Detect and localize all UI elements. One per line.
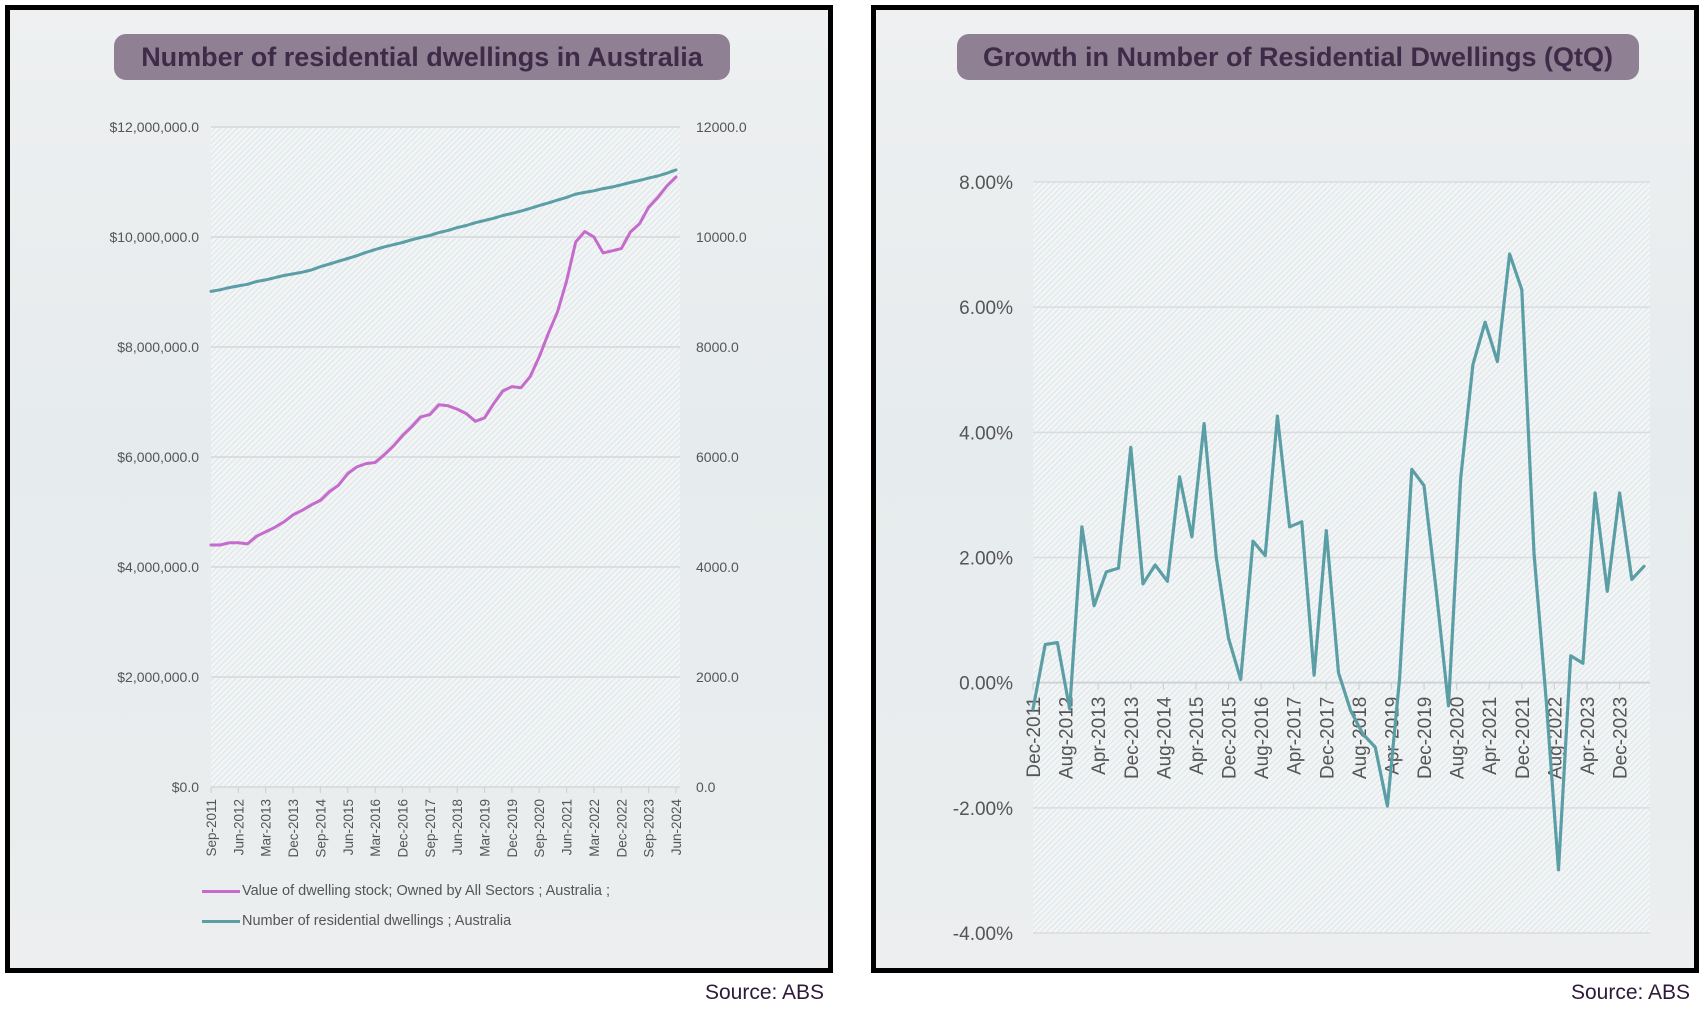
y-right-tick-label: 10000.0 xyxy=(696,229,747,245)
x-tick-label: Aug-2012 xyxy=(1057,697,1078,779)
y-left-tick-label: $6,000,000.0 xyxy=(117,449,199,465)
right-chart-panel: Growth in Number of Residential Dwelling… xyxy=(871,5,1699,973)
x-tick-label: Jun-2015 xyxy=(341,799,356,855)
y-left-tick-label: $4,000,000.0 xyxy=(117,559,199,575)
growth-series-line xyxy=(1031,252,1646,872)
x-tick-label: Mar-2016 xyxy=(368,799,383,857)
count-series-line xyxy=(209,168,678,293)
x-tick-label: Jun-2024 xyxy=(669,799,684,856)
legend-swatch-count xyxy=(202,919,240,923)
x-tick-label: Apr-2021 xyxy=(1480,697,1501,775)
y-tick-label: -2.00% xyxy=(953,799,1013,820)
left-chart-svg: $0.0 0.0 $2,000,000.0 2000.0 $4,000,000.0 400… xyxy=(109,119,747,858)
left-source-label: Source: ABS xyxy=(705,981,825,1004)
x-tick-label: Aug-2016 xyxy=(1252,697,1273,779)
value-series-line xyxy=(209,175,678,547)
x-tick-label: Sep-2020 xyxy=(532,799,547,858)
x-tick-label: Sep-2014 xyxy=(313,799,328,858)
y-right-tick-label: 0.0 xyxy=(696,779,716,795)
y-tick-label: 8.00% xyxy=(959,173,1013,194)
y-left-tick-label: $0.0 xyxy=(172,779,199,795)
x-tick-label: Dec-2015 xyxy=(1220,697,1241,779)
x-tick-label: Aug-2014 xyxy=(1154,696,1175,779)
left-chart-panel: Number of residential dwellings in Austr… xyxy=(5,5,833,973)
x-tick-label: Dec-2019 xyxy=(505,799,520,858)
x-tick-label: Jun-2012 xyxy=(231,799,246,855)
x-tick-label: Jun-2021 xyxy=(560,799,575,855)
x-tick-label: Dec-2019 xyxy=(1415,697,1436,779)
y-left-tick-label: $10,000,000.0 xyxy=(109,229,199,245)
x-tick-label: Jun-2018 xyxy=(450,799,465,855)
x-tick-label: Dec-2023 xyxy=(1611,697,1632,779)
y-right-tick-label: 8000.0 xyxy=(696,339,739,355)
y-tick-label: 2.00% xyxy=(959,549,1013,570)
left-chart-title: Number of residential dwellings in Austr… xyxy=(114,34,730,80)
x-tick-label: Mar-2019 xyxy=(478,799,493,857)
legend-label-count: Number of residential dwellings ; Austra… xyxy=(242,913,512,929)
y-left-tick-label: $2,000,000.0 xyxy=(117,669,199,685)
x-tick-label: Dec-2022 xyxy=(614,799,629,858)
x-tick-label: Mar-2013 xyxy=(259,799,274,857)
x-tick-label: Sep-2011 xyxy=(204,799,219,857)
y-tick-label: 4.00% xyxy=(959,423,1013,444)
x-tick-label: Sep-2017 xyxy=(423,799,438,858)
legend-label-value: Value of dwelling stock; Owned by All Se… xyxy=(242,883,611,899)
x-tick-label: Dec-2021 xyxy=(1513,697,1534,779)
y-right-tick-label: 4000.0 xyxy=(696,559,739,575)
x-tick-label: Aug-2020 xyxy=(1448,697,1469,779)
y-right-tick-label: 6000.0 xyxy=(696,449,739,465)
y-right-tick-label: 12000.0 xyxy=(696,119,747,135)
x-tick-label: Apr-2017 xyxy=(1285,697,1306,775)
legend-item-count: Number of residential dwellings ; Austra… xyxy=(202,913,511,929)
x-tick-label: Dec-2011 xyxy=(1024,697,1045,778)
x-tick-label: Apr-2023 xyxy=(1578,697,1599,775)
y-tick-label: 6.00% xyxy=(959,298,1013,319)
x-tick-label: Dec-2017 xyxy=(1317,697,1338,779)
y-left-tick-label: $12,000,000.0 xyxy=(109,119,199,135)
legend-swatch-value xyxy=(202,889,240,893)
right-chart-title: Growth in Number of Residential Dwelling… xyxy=(957,34,1639,80)
x-tick-label: Sep-2023 xyxy=(642,799,657,858)
x-tick-label: Apr-2013 xyxy=(1089,697,1110,775)
y-right-tick-label: 2000.0 xyxy=(696,669,739,685)
x-tick-label: Dec-2016 xyxy=(395,799,410,858)
x-tick-label: Mar-2022 xyxy=(587,799,602,857)
y-tick-label: 0.00% xyxy=(959,674,1013,695)
x-tick-label: Dec-2013 xyxy=(286,799,301,858)
right-chart-svg: -4.00% -2.00% 0.00% 2.00% 4.00% 6.00% 8.00% Dec… xyxy=(953,173,1650,945)
y-tick-label: -4.00% xyxy=(953,924,1013,945)
x-tick-label: Dec-2013 xyxy=(1122,697,1143,779)
y-left-tick-label: $8,000,000.0 xyxy=(117,339,199,355)
legend-item-value: Value of dwelling stock; Owned by All Se… xyxy=(202,883,610,899)
right-source-label: Source: ABS xyxy=(1571,981,1691,1004)
x-tick-label: Apr-2015 xyxy=(1187,697,1208,775)
